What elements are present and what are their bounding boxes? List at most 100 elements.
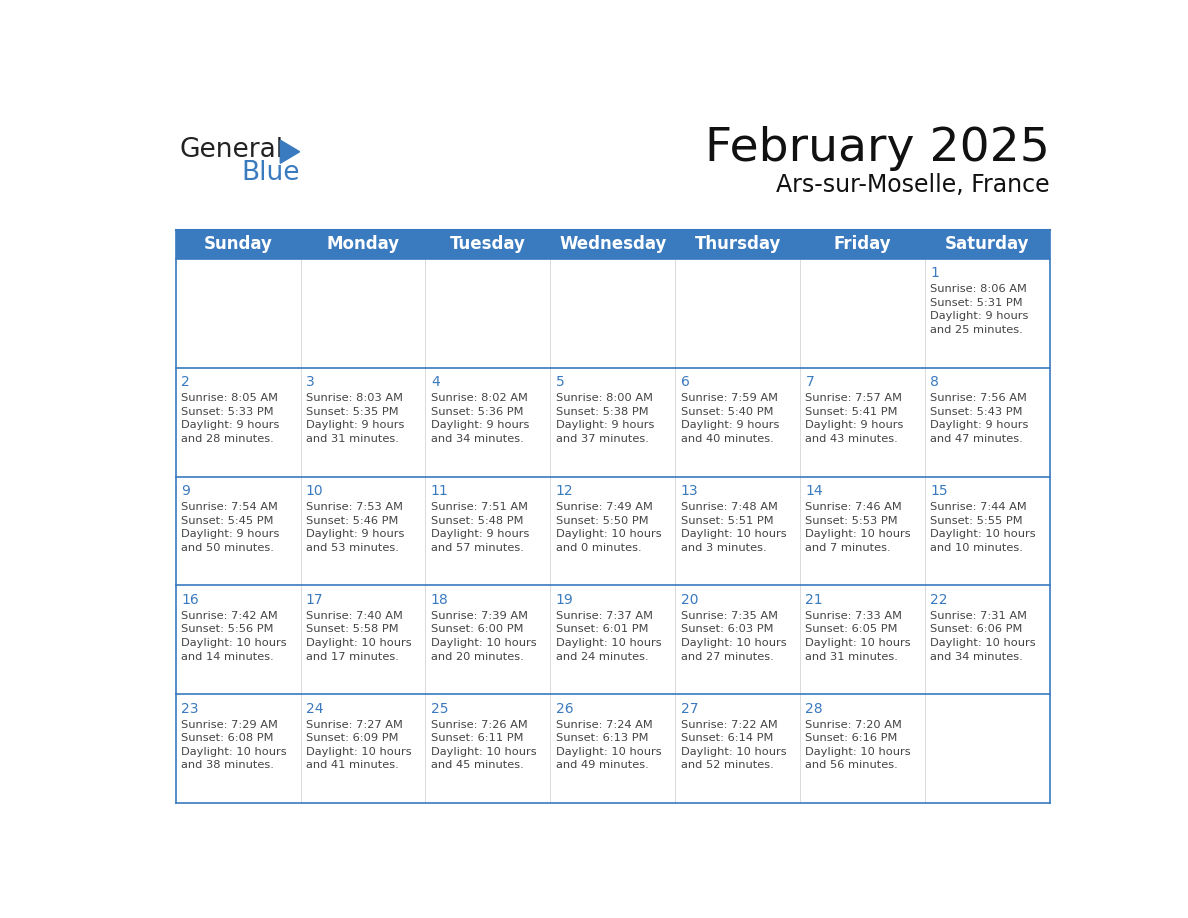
Text: Sunrise: 8:06 AM
Sunset: 5:31 PM
Daylight: 9 hours
and 25 minutes.: Sunrise: 8:06 AM Sunset: 5:31 PM Dayligh… xyxy=(930,285,1029,335)
Text: 14: 14 xyxy=(805,484,823,498)
Text: Sunrise: 7:37 AM
Sunset: 6:01 PM
Daylight: 10 hours
and 24 minutes.: Sunrise: 7:37 AM Sunset: 6:01 PM Dayligh… xyxy=(556,610,662,662)
Text: 24: 24 xyxy=(307,702,323,716)
Bar xyxy=(550,367,675,476)
Text: Sunday: Sunday xyxy=(203,235,272,253)
Text: 7: 7 xyxy=(805,375,814,389)
Bar xyxy=(301,259,425,367)
Text: 15: 15 xyxy=(930,484,948,498)
Text: Sunrise: 7:46 AM
Sunset: 5:53 PM
Daylight: 10 hours
and 7 minutes.: Sunrise: 7:46 AM Sunset: 5:53 PM Dayligh… xyxy=(805,502,911,553)
Text: Friday: Friday xyxy=(834,235,891,253)
Polygon shape xyxy=(280,140,299,163)
Text: Blue: Blue xyxy=(241,161,301,186)
Text: 21: 21 xyxy=(805,593,823,607)
Text: 27: 27 xyxy=(681,702,699,716)
Text: Sunrise: 7:57 AM
Sunset: 5:41 PM
Daylight: 9 hours
and 43 minutes.: Sunrise: 7:57 AM Sunset: 5:41 PM Dayligh… xyxy=(805,393,904,444)
Bar xyxy=(550,694,675,803)
Text: 22: 22 xyxy=(930,593,948,607)
Bar xyxy=(675,259,800,367)
Bar xyxy=(675,586,800,694)
Text: 6: 6 xyxy=(681,375,689,389)
Text: Sunrise: 7:24 AM
Sunset: 6:13 PM
Daylight: 10 hours
and 49 minutes.: Sunrise: 7:24 AM Sunset: 6:13 PM Dayligh… xyxy=(556,720,662,770)
Bar xyxy=(301,230,425,259)
Bar xyxy=(800,230,925,259)
Text: Sunrise: 7:42 AM
Sunset: 5:56 PM
Daylight: 10 hours
and 14 minutes.: Sunrise: 7:42 AM Sunset: 5:56 PM Dayligh… xyxy=(181,610,286,662)
Text: Sunrise: 7:49 AM
Sunset: 5:50 PM
Daylight: 10 hours
and 0 minutes.: Sunrise: 7:49 AM Sunset: 5:50 PM Dayligh… xyxy=(556,502,662,553)
Text: 16: 16 xyxy=(181,593,198,607)
Text: Sunrise: 7:40 AM
Sunset: 5:58 PM
Daylight: 10 hours
and 17 minutes.: Sunrise: 7:40 AM Sunset: 5:58 PM Dayligh… xyxy=(307,610,411,662)
Text: 11: 11 xyxy=(431,484,449,498)
Text: 26: 26 xyxy=(556,702,574,716)
Bar xyxy=(675,230,800,259)
Text: February 2025: February 2025 xyxy=(704,126,1050,171)
Bar xyxy=(301,694,425,803)
Bar xyxy=(800,586,925,694)
Bar xyxy=(925,367,1050,476)
Text: 2: 2 xyxy=(181,375,190,389)
Text: Sunrise: 7:44 AM
Sunset: 5:55 PM
Daylight: 10 hours
and 10 minutes.: Sunrise: 7:44 AM Sunset: 5:55 PM Dayligh… xyxy=(930,502,1036,553)
Bar xyxy=(176,367,301,476)
Text: Sunrise: 8:03 AM
Sunset: 5:35 PM
Daylight: 9 hours
and 31 minutes.: Sunrise: 8:03 AM Sunset: 5:35 PM Dayligh… xyxy=(307,393,404,444)
Bar xyxy=(425,476,550,586)
Text: 13: 13 xyxy=(681,484,699,498)
Text: 10: 10 xyxy=(307,484,323,498)
Text: Thursday: Thursday xyxy=(695,235,781,253)
Text: 4: 4 xyxy=(431,375,440,389)
Bar xyxy=(800,367,925,476)
Text: Ars-sur-Moselle, France: Ars-sur-Moselle, France xyxy=(776,174,1050,197)
Bar xyxy=(800,476,925,586)
Bar xyxy=(800,694,925,803)
Bar xyxy=(425,586,550,694)
Text: Sunrise: 7:59 AM
Sunset: 5:40 PM
Daylight: 9 hours
and 40 minutes.: Sunrise: 7:59 AM Sunset: 5:40 PM Dayligh… xyxy=(681,393,779,444)
Text: 3: 3 xyxy=(307,375,315,389)
Text: Sunrise: 7:39 AM
Sunset: 6:00 PM
Daylight: 10 hours
and 20 minutes.: Sunrise: 7:39 AM Sunset: 6:00 PM Dayligh… xyxy=(431,610,537,662)
Text: Sunrise: 7:27 AM
Sunset: 6:09 PM
Daylight: 10 hours
and 41 minutes.: Sunrise: 7:27 AM Sunset: 6:09 PM Dayligh… xyxy=(307,720,411,770)
Bar xyxy=(176,586,301,694)
Text: Sunrise: 7:35 AM
Sunset: 6:03 PM
Daylight: 10 hours
and 27 minutes.: Sunrise: 7:35 AM Sunset: 6:03 PM Dayligh… xyxy=(681,610,786,662)
Bar xyxy=(925,259,1050,367)
Bar xyxy=(925,476,1050,586)
Text: Sunrise: 7:29 AM
Sunset: 6:08 PM
Daylight: 10 hours
and 38 minutes.: Sunrise: 7:29 AM Sunset: 6:08 PM Dayligh… xyxy=(181,720,286,770)
Text: 28: 28 xyxy=(805,702,823,716)
Text: 1: 1 xyxy=(930,266,940,281)
Bar xyxy=(675,694,800,803)
Bar xyxy=(176,230,301,259)
Bar xyxy=(176,476,301,586)
Text: Sunrise: 7:31 AM
Sunset: 6:06 PM
Daylight: 10 hours
and 34 minutes.: Sunrise: 7:31 AM Sunset: 6:06 PM Dayligh… xyxy=(930,610,1036,662)
Text: 18: 18 xyxy=(431,593,449,607)
Bar xyxy=(550,230,675,259)
Bar xyxy=(176,694,301,803)
Bar xyxy=(301,367,425,476)
Text: Sunrise: 8:02 AM
Sunset: 5:36 PM
Daylight: 9 hours
and 34 minutes.: Sunrise: 8:02 AM Sunset: 5:36 PM Dayligh… xyxy=(431,393,529,444)
Bar xyxy=(425,230,550,259)
Text: 17: 17 xyxy=(307,593,323,607)
Bar xyxy=(550,259,675,367)
Text: 12: 12 xyxy=(556,484,574,498)
Text: Sunrise: 7:56 AM
Sunset: 5:43 PM
Daylight: 9 hours
and 47 minutes.: Sunrise: 7:56 AM Sunset: 5:43 PM Dayligh… xyxy=(930,393,1029,444)
Text: 19: 19 xyxy=(556,593,574,607)
Bar xyxy=(425,694,550,803)
Bar xyxy=(675,476,800,586)
Text: Sunrise: 7:54 AM
Sunset: 5:45 PM
Daylight: 9 hours
and 50 minutes.: Sunrise: 7:54 AM Sunset: 5:45 PM Dayligh… xyxy=(181,502,279,553)
Text: 25: 25 xyxy=(431,702,448,716)
Text: Sunrise: 7:22 AM
Sunset: 6:14 PM
Daylight: 10 hours
and 52 minutes.: Sunrise: 7:22 AM Sunset: 6:14 PM Dayligh… xyxy=(681,720,786,770)
Bar xyxy=(301,476,425,586)
Text: 23: 23 xyxy=(181,702,198,716)
Bar xyxy=(675,367,800,476)
Bar xyxy=(925,230,1050,259)
Bar xyxy=(925,694,1050,803)
Bar xyxy=(800,259,925,367)
Text: Sunrise: 8:05 AM
Sunset: 5:33 PM
Daylight: 9 hours
and 28 minutes.: Sunrise: 8:05 AM Sunset: 5:33 PM Dayligh… xyxy=(181,393,279,444)
Bar xyxy=(925,586,1050,694)
Text: Tuesday: Tuesday xyxy=(450,235,526,253)
Text: Sunrise: 8:00 AM
Sunset: 5:38 PM
Daylight: 9 hours
and 37 minutes.: Sunrise: 8:00 AM Sunset: 5:38 PM Dayligh… xyxy=(556,393,655,444)
Text: Sunrise: 7:20 AM
Sunset: 6:16 PM
Daylight: 10 hours
and 56 minutes.: Sunrise: 7:20 AM Sunset: 6:16 PM Dayligh… xyxy=(805,720,911,770)
Bar xyxy=(550,476,675,586)
Text: Sunrise: 7:48 AM
Sunset: 5:51 PM
Daylight: 10 hours
and 3 minutes.: Sunrise: 7:48 AM Sunset: 5:51 PM Dayligh… xyxy=(681,502,786,553)
Bar xyxy=(550,586,675,694)
Text: Sunrise: 7:53 AM
Sunset: 5:46 PM
Daylight: 9 hours
and 53 minutes.: Sunrise: 7:53 AM Sunset: 5:46 PM Dayligh… xyxy=(307,502,404,553)
Text: 8: 8 xyxy=(930,375,940,389)
Text: Sunrise: 7:51 AM
Sunset: 5:48 PM
Daylight: 9 hours
and 57 minutes.: Sunrise: 7:51 AM Sunset: 5:48 PM Dayligh… xyxy=(431,502,529,553)
Text: 20: 20 xyxy=(681,593,699,607)
Text: 5: 5 xyxy=(556,375,564,389)
Text: Monday: Monday xyxy=(327,235,399,253)
